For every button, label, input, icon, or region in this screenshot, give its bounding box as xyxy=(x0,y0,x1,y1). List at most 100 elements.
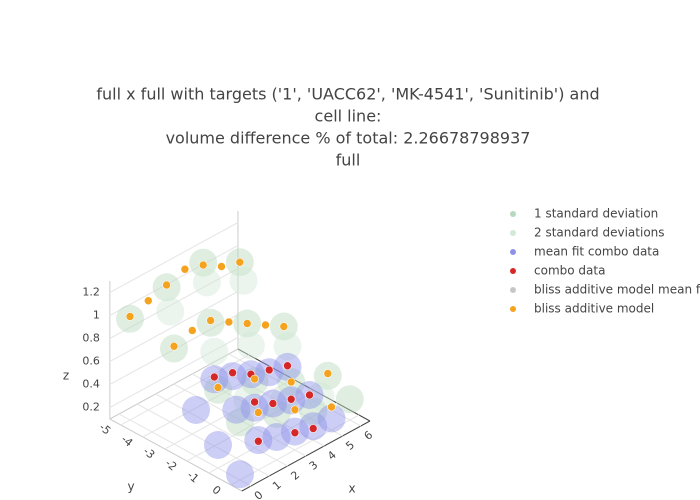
grid-line xyxy=(164,378,294,450)
data-point xyxy=(169,341,179,351)
data-point xyxy=(279,322,289,331)
surface-point xyxy=(192,268,221,297)
y-tick-label: -5 xyxy=(97,421,114,438)
grid-line xyxy=(137,403,270,477)
data-point xyxy=(242,319,252,328)
axis-edge xyxy=(237,348,371,422)
legend-marker xyxy=(510,287,516,293)
z-axis-title: z xyxy=(63,369,69,383)
legend-marker xyxy=(510,211,516,217)
grid-line xyxy=(109,245,239,316)
data-point xyxy=(253,436,263,446)
z-tick-label: 0.2 xyxy=(82,401,100,414)
data-point xyxy=(206,316,215,325)
grid-line xyxy=(155,393,288,467)
chart-title: cell line: xyxy=(315,107,382,126)
y-tick-label: -2 xyxy=(163,457,180,474)
data-point xyxy=(264,365,274,375)
surface-point xyxy=(226,408,254,437)
data-point xyxy=(198,260,208,270)
surface-point xyxy=(317,404,346,433)
surface-point xyxy=(182,396,210,424)
data-point xyxy=(268,399,278,408)
surface-point xyxy=(204,431,232,459)
data-point xyxy=(323,369,333,378)
surface-point xyxy=(269,386,298,415)
data-point xyxy=(290,405,300,415)
legend-marker xyxy=(510,268,516,274)
data-point xyxy=(286,377,296,387)
y-tick-label: 0 xyxy=(210,483,224,497)
data-point xyxy=(308,424,318,433)
legend-label: bliss additive model mean fit xyxy=(534,283,700,297)
axis-edge xyxy=(109,418,243,492)
data-point xyxy=(228,368,237,378)
y-tick-label: -3 xyxy=(141,445,158,462)
grid-line xyxy=(118,413,252,487)
grid-line xyxy=(109,291,239,362)
z-tick-label: 0.8 xyxy=(82,332,100,345)
legend-label: 1 standard deviation xyxy=(534,207,658,221)
legend-label: mean fit combo data xyxy=(534,245,659,259)
data-point xyxy=(250,374,259,384)
legend-marker xyxy=(510,230,516,236)
data-point xyxy=(188,326,197,335)
z-tick-label: 0.6 xyxy=(82,355,100,368)
grid-line xyxy=(173,383,307,457)
surface-point xyxy=(273,332,302,361)
grid-line xyxy=(109,268,239,339)
z-tick-label: 0.4 xyxy=(82,378,100,391)
data-point xyxy=(305,390,314,400)
surface-point xyxy=(335,385,364,414)
data-point xyxy=(162,280,171,290)
surface-point xyxy=(262,400,291,428)
data-point xyxy=(125,312,135,321)
chart-title: full x full with targets ('1', 'UACC62',… xyxy=(96,85,599,104)
data-point xyxy=(290,428,300,438)
y-axis-title: y xyxy=(127,480,134,494)
surface-point xyxy=(236,331,265,360)
grid-line xyxy=(230,414,360,486)
z-tick-label: 1.2 xyxy=(82,286,100,299)
legend-label: bliss additive model xyxy=(534,302,654,316)
data-point xyxy=(250,397,259,407)
grid-line xyxy=(142,366,272,438)
surface-point xyxy=(222,395,251,424)
surface-point xyxy=(299,397,328,426)
data-point xyxy=(224,317,234,327)
surface-point xyxy=(233,385,262,414)
data-point xyxy=(286,394,296,404)
legend-marker xyxy=(510,306,516,312)
x-tick-label: 6 xyxy=(362,428,376,442)
grid-line xyxy=(228,353,362,427)
x-tick-label: 5 xyxy=(343,438,357,452)
data-point xyxy=(210,372,219,382)
grid-line xyxy=(120,354,250,426)
y-tick-label: -4 xyxy=(119,433,136,450)
surface-point xyxy=(226,460,254,489)
x-tick-label: 0 xyxy=(252,488,266,500)
data-point xyxy=(213,383,223,392)
data-point xyxy=(253,408,263,417)
data-point xyxy=(144,296,153,306)
data-point xyxy=(180,264,190,274)
legend-label: combo data xyxy=(534,264,605,278)
grid-line xyxy=(109,337,239,408)
surface-point xyxy=(200,337,229,366)
surface-point xyxy=(156,297,185,326)
data-point xyxy=(217,262,226,271)
chart-title: volume difference % of total: 2.26678798… xyxy=(166,129,531,148)
grid-line xyxy=(208,402,338,474)
data-point xyxy=(261,320,270,330)
x-tick-label: 1 xyxy=(270,478,284,492)
x-tick-label: 2 xyxy=(288,468,302,482)
x-axis-title: x xyxy=(348,482,355,496)
y-tick-label: -1 xyxy=(185,469,202,486)
grid-line xyxy=(109,222,239,293)
axis-edge xyxy=(241,420,371,492)
legend-marker xyxy=(510,249,516,255)
z-tick-label: 1 xyxy=(93,309,100,322)
x-tick-label: 4 xyxy=(325,448,339,462)
x-tick-label: 3 xyxy=(307,458,321,472)
